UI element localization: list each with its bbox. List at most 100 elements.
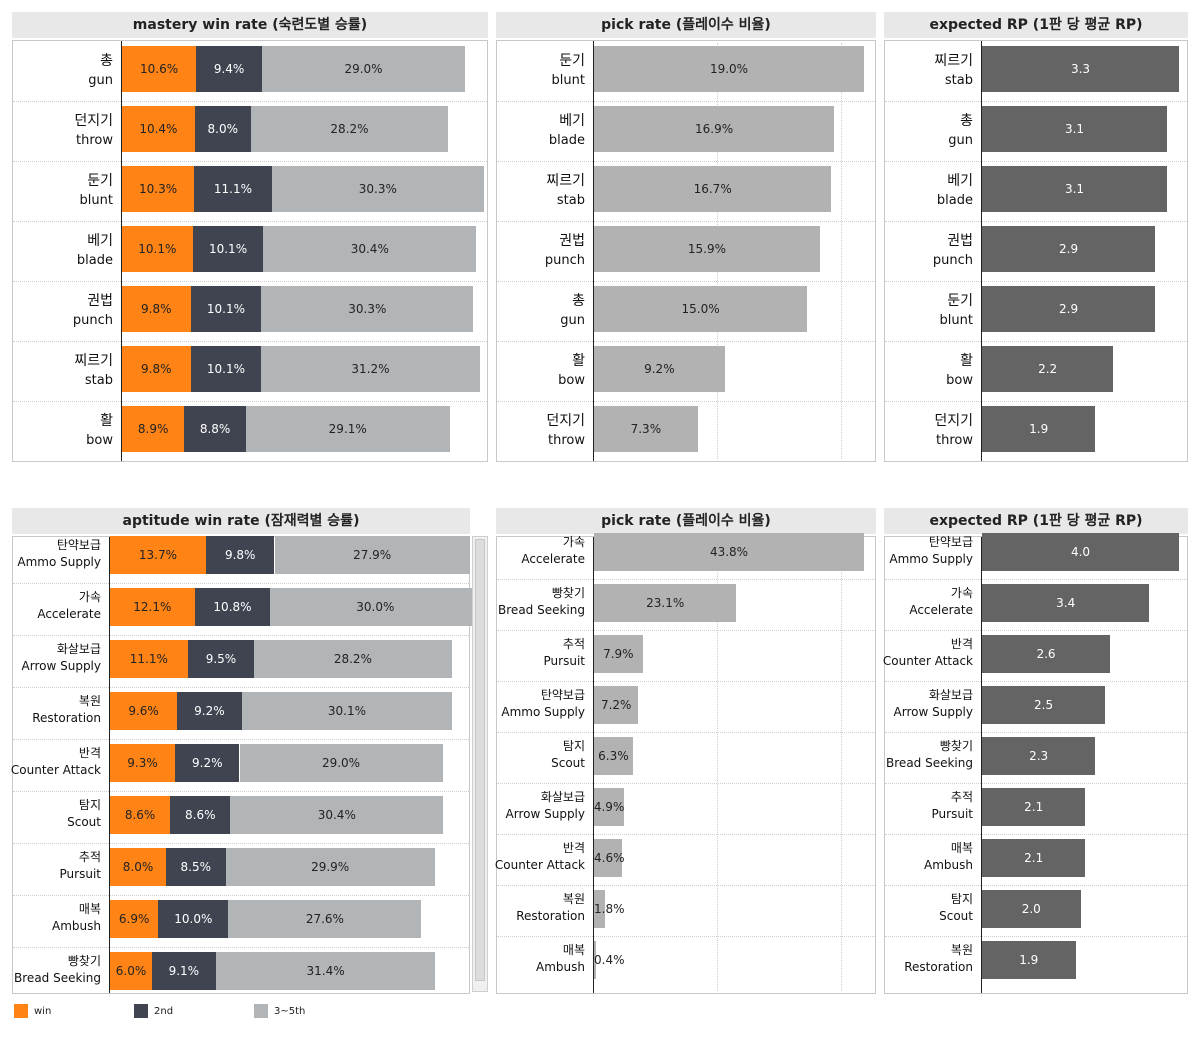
- category-label-kr: 반격: [78, 746, 101, 760]
- data-label: 9.5%: [205, 652, 237, 666]
- data-label: 29.9%: [311, 860, 350, 874]
- bar-segment-rest: 27.6%: [228, 900, 422, 938]
- category-label: 빵찾기 Bread Seeking: [9, 953, 101, 987]
- data-label: 9.8%: [141, 302, 172, 316]
- category-label-kr: 총: [100, 53, 113, 69]
- row-separator: [13, 947, 469, 948]
- category-label: 복원 Restoration: [493, 891, 585, 925]
- row-separator: [885, 161, 1187, 162]
- category-label: 빵찾기 Bread Seeking: [881, 738, 973, 772]
- category-label-en: Ammo Supply: [501, 705, 585, 720]
- category-label-kr: 가속: [562, 535, 585, 550]
- data-label: 31.4%: [306, 964, 345, 978]
- bar-pick: 43.8%: [594, 533, 864, 572]
- data-label: 10.1%: [206, 302, 245, 316]
- category-label-kr: 활: [572, 353, 585, 369]
- data-label: 10.6%: [140, 62, 179, 76]
- category-label-kr: 화살보급: [56, 642, 101, 656]
- row-separator: [13, 791, 469, 792]
- data-label: 4.6%: [594, 850, 625, 865]
- category-label-en: gun: [560, 313, 585, 328]
- category-label-kr: 둔기: [87, 173, 113, 189]
- row-separator: [885, 341, 1187, 342]
- category-label-kr: 찌르기: [74, 353, 113, 369]
- chart-area: 탄약보급 Ammo Supply 4.0 가속 Accelerate 3.4 반격 Count…: [881, 533, 1188, 994]
- row-separator: [885, 732, 1187, 734]
- data-label: 1.9: [1019, 952, 1039, 967]
- data-label: 4.9%: [593, 799, 625, 814]
- category-label-kr: 빵찾기: [67, 954, 101, 968]
- row-separator: [885, 630, 1187, 632]
- category-label-kr: 탄약보급: [56, 538, 101, 552]
- data-label: 8.9%: [137, 422, 169, 436]
- category-label-kr: 권법: [559, 233, 585, 249]
- category-label-kr: 던지기: [934, 413, 973, 429]
- bar-pick: 7.3%: [594, 406, 698, 452]
- legend-label-2nd: 2nd: [154, 1005, 174, 1017]
- row-separator: [13, 281, 487, 282]
- data-label: 1.8%: [594, 901, 625, 916]
- data-label: 3.1: [1064, 182, 1085, 196]
- data-label: 8.0%: [122, 860, 154, 874]
- category-label-en: blunt: [79, 193, 113, 208]
- category-label-kr: 찌르기: [546, 173, 585, 189]
- scrollbar-thumb[interactable]: [475, 539, 485, 981]
- category-label-en: Arrow Supply: [21, 659, 101, 673]
- data-label: 43.8%: [709, 545, 749, 560]
- data-label: 2.9: [1059, 302, 1079, 316]
- category-label-en: bow: [86, 433, 113, 448]
- bar-segment-rest: 29.9%: [225, 848, 435, 886]
- data-label: 2.9: [1059, 242, 1079, 256]
- row-separator: [885, 833, 1187, 835]
- data-label: 30.0%: [356, 600, 395, 614]
- chart-area: 탄약보급 Ammo Supply 13.7% 9.8% 27.9% 가속 Accelerat…: [9, 536, 481, 994]
- data-label: 10.8%: [213, 600, 252, 614]
- category-label-en: blade: [936, 193, 973, 208]
- category-label-en: Bread Seeking: [886, 756, 973, 771]
- data-label: 2.3: [1029, 749, 1049, 764]
- category-label-en: Scout: [551, 756, 585, 771]
- data-label: 19.0%: [709, 62, 749, 76]
- data-label: 3.4: [1056, 596, 1076, 611]
- category-label-kr: 탐지: [78, 798, 101, 812]
- category-label-kr: 화살보급: [928, 688, 973, 703]
- bar-rp: 1.9: [982, 406, 1096, 452]
- category-axis: [981, 41, 982, 461]
- data-label: 9.2%: [194, 704, 225, 718]
- bar-segment-win: 12.1%: [110, 588, 195, 626]
- legend-swatch-2nd: [134, 1004, 148, 1018]
- category-label: 탐지 Scout: [881, 891, 973, 925]
- aptitude-win-scrollbar[interactable]: [472, 536, 488, 992]
- bar-segment-rest: 30.3%: [271, 166, 484, 212]
- category-label: 탐지 Scout: [493, 738, 585, 772]
- category-label: 반격 Counter Attack: [9, 745, 101, 779]
- panel-mastery-rp: expected RP (1판 당 평균 RP) 찌르기 stab 3.3 총 gun 3.…: [884, 12, 1188, 462]
- panel-title: mastery win rate (숙련도별 승률): [12, 12, 488, 38]
- row-separator: [13, 583, 469, 584]
- category-label-en: bow: [946, 373, 973, 388]
- data-label: 7.9%: [603, 647, 634, 662]
- bar-segment-rest: 29.0%: [262, 46, 465, 92]
- data-label: 29.0%: [321, 756, 361, 770]
- bar-segment-rest: 27.9%: [274, 536, 470, 574]
- data-label: 27.6%: [305, 912, 344, 926]
- bar-rp: 2.2: [982, 346, 1114, 392]
- category-label: 탄약보급 Ammo Supply: [881, 534, 973, 568]
- row-separator: [13, 739, 469, 740]
- category-label-kr: 탄약보급: [540, 688, 585, 703]
- bar-segment-second: 9.1%: [152, 952, 216, 990]
- data-label: 10.1%: [208, 242, 248, 256]
- data-label: 30.3%: [348, 302, 387, 316]
- category-label: 던지기 throw: [493, 411, 585, 451]
- category-label-kr: 추적: [562, 637, 585, 652]
- category-label: 활 bow: [493, 351, 585, 391]
- bar-segment-rest: 28.2%: [250, 106, 449, 152]
- data-label: 6.3%: [598, 749, 629, 764]
- category-label-kr: 권법: [947, 233, 973, 249]
- data-label: 15.0%: [681, 302, 720, 316]
- category-label-kr: 탐지: [562, 739, 585, 754]
- category-label-kr: 던지기: [546, 413, 585, 429]
- row-separator: [885, 281, 1187, 282]
- bar-pick: 15.9%: [594, 226, 820, 272]
- category-label: 빵찾기 Bread Seeking: [493, 585, 585, 619]
